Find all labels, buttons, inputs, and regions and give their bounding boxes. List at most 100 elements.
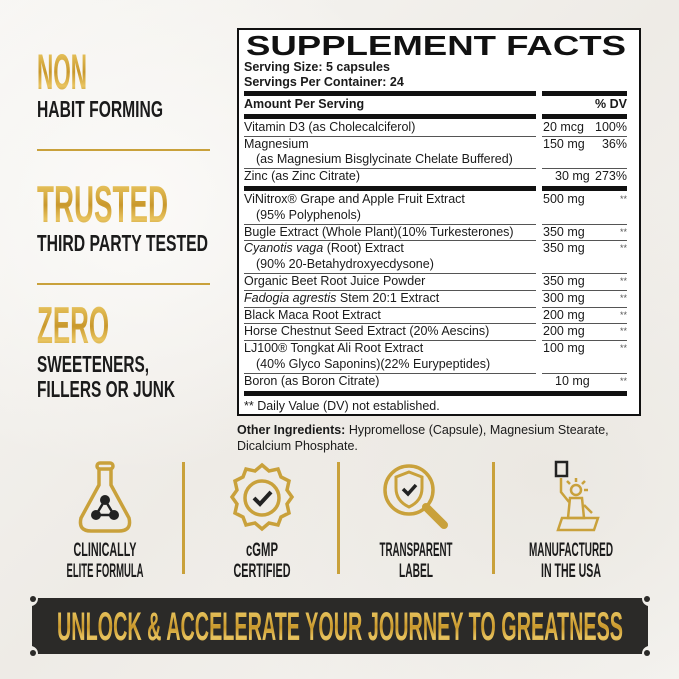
ingredient-name: LJ100® Tongkat Ali Root Extract (40% Glyc… (244, 341, 536, 374)
claim-sub: FILLERS OR JUNK (37, 376, 175, 402)
badge-label-line: IN THE USA (541, 561, 601, 581)
ingredient-amount: 350 mg (543, 273, 585, 288)
ingredient-label: Black Maca Root Extract (244, 307, 381, 322)
facts-table: Amount Per Serving % DV Vitamin D3 (as C… (244, 90, 631, 397)
facts-title-text: SUPPLEMENT FACTS (246, 30, 626, 60)
ingredient-label: Stem 20:1 Extract (336, 290, 440, 305)
ingredient-line: Organic Beet Root Juice Powder (244, 274, 536, 290)
ingredient-amount-cell: 150 mg 36% (542, 137, 627, 170)
ingredient-name: Black Maca Root Extract (244, 308, 536, 325)
badge-cgmp: cGMP CERTIFIED (187, 460, 337, 581)
ingredient-latin-name: Fadogia agrestis (244, 290, 337, 305)
ingredient-amount: 100 mg (543, 341, 585, 356)
claim-headline-text: ZERO (37, 297, 109, 355)
badge-label-line: cGMP (246, 540, 278, 561)
flask-icon (78, 461, 132, 533)
ingredient-label: Bugle Extract (Whole Plant)(10% Turkeste… (244, 224, 514, 239)
other-text: Hypromellose (Capsule), Magnesium Steara… (237, 423, 609, 453)
badge-clinically-elite: CLINICALLY ELITE FORMULA (30, 460, 180, 581)
ingredient-line: Black Maca Root Extract (244, 308, 536, 324)
ingredient-name: Horse Chestnut Seed Extract (20% Aescins… (244, 324, 536, 342)
thick-rule (244, 390, 627, 396)
ingredient-amount-cell: 350 mg ** (542, 225, 627, 242)
ingredient-amount: 150 mg (543, 136, 585, 151)
ingredient-amount-cell: 200 mg ** (542, 324, 627, 342)
ingredient-name: ViNitrox® Grape and Apple Fruit Extract(… (244, 192, 536, 225)
ingredient-amount: 500 mg (543, 191, 585, 206)
badge-label-line: MANUFACTURED (529, 540, 613, 561)
ingredient-amount-cell: 200 mg ** (542, 308, 627, 325)
ingredient-detail: (95% Polyphenols) (256, 207, 361, 222)
badge-usa: MANUFACTURED IN THE USA (496, 460, 646, 581)
ingredient-name: Bugle Extract (Whole Plant)(10% Turkeste… (244, 225, 536, 242)
ingredient-amount-cell: 350 mg ** (542, 241, 627, 274)
ingredient-dv: ** (619, 343, 627, 354)
ingredient-amount: 30 mg (555, 169, 590, 184)
badges-row: CLINICALLY ELITE FORMULA cGMP CERTIFIED TR… (0, 460, 679, 590)
badge-transparent: TRANSPARENT LABEL (341, 460, 491, 581)
ingredient-label: LJ100® Tongkat Ali Root Extract (244, 341, 424, 356)
ingredient-amount: 300 mg (543, 290, 585, 305)
claim-sub-text: SWEETENERS, (37, 351, 149, 377)
ingredient-line: Cyanotis vaga (Root) Extract (244, 241, 536, 257)
thick-rule (542, 91, 627, 96)
header-amount: Amount Per Serving (244, 97, 365, 111)
ingredient-label: Boron (as Boron Citrate) (244, 373, 380, 388)
ingredient-dv: 273% (595, 169, 627, 184)
claim-headline: NON (37, 44, 87, 100)
ingredient-amount: 200 mg (543, 324, 585, 339)
ingredient-label: ViNitrox® Grape and Apple Fruit Extract (244, 191, 465, 206)
badge-label-line: TRANSPARENT (380, 540, 453, 561)
claim-headline: ZERO (37, 297, 109, 355)
claim-sub-text: THIRD PARTY TESTED (37, 230, 208, 256)
banner: UNLOCK & ACCELERATE YOUR JOURNEY TO GREA… (28, 594, 652, 658)
facts-title: SUPPLEMENT FACTS (246, 30, 626, 60)
ingredient-amount: 350 mg (543, 224, 585, 239)
serving-size: Serving Size: 5 capsules (244, 60, 390, 74)
other-ingredients: Other Ingredients: Hypromellose (Capsule… (237, 422, 647, 454)
ingredient-amount-cell: 10 mg ** (542, 374, 627, 390)
claim-headline-text: NON (37, 44, 87, 100)
banner-text: UNLOCK & ACCELERATE YOUR JOURNEY TO GREA… (57, 605, 623, 649)
seal-check-icon (229, 462, 295, 532)
ingredient-detail: (as Magnesium Bisglycinate Chelate Buffe… (256, 152, 513, 167)
claim-headline-text: TRUSTED (37, 176, 168, 234)
ingredient-amount-cell: 500 mg ** (542, 192, 627, 225)
claim-sub: HABIT FORMING (37, 96, 163, 122)
ingredient-dv: ** (619, 309, 627, 320)
ingredient-label: (Root) Extract (323, 241, 404, 256)
ingredient-amount: 10 mg (555, 373, 590, 388)
ingredient-label: Magnesium (244, 136, 309, 151)
claims-column: NON HABIT FORMING TRUSTED THIRD PARTY TE… (37, 0, 217, 410)
statue-of-liberty-icon (554, 460, 600, 532)
ingredient-label: Horse Chestnut Seed Extract (20% Aescins… (244, 324, 490, 339)
badge-label-line: CERTIFIED (234, 561, 291, 581)
claim-headline: TRUSTED (37, 176, 168, 234)
claim-sub-text: FILLERS OR JUNK (37, 376, 175, 402)
ingredient-dv: ** (619, 292, 627, 303)
ingredient-line: Zinc (as Zinc Citrate) (244, 169, 536, 185)
ingredient-amount: 350 mg (543, 241, 585, 256)
ingredient-amount-cell: 20 mcg 100% (542, 120, 627, 137)
other-label: Other Ingredients: (237, 423, 346, 437)
ingredient-dv: 100% (595, 119, 627, 134)
ingredient-line: Bugle Extract (Whole Plant)(10% Turkeste… (244, 225, 536, 241)
ingredient-latin-name: Cyanotis vaga (244, 241, 324, 256)
ingredient-amount-cell: 30 mg 273% (542, 169, 627, 185)
badge-label-line: LABEL (399, 561, 433, 581)
ingredient-name: Magnesium (as Magnesium Bisglycinate Chel… (244, 137, 536, 170)
ingredient-amount-cell: 100 mg ** (542, 341, 627, 374)
header-dv: % DV (595, 97, 627, 111)
badge-label-line: ELITE FORMULA (67, 561, 144, 581)
ingredient-name: Organic Beet Root Juice Powder (244, 274, 536, 291)
ingredient-name: Fadogia agrestis Stem 20:1 Extract (244, 291, 536, 308)
ingredient-dv: ** (619, 375, 627, 386)
ingredient-amount: 200 mg (543, 307, 585, 322)
divider (182, 462, 185, 574)
ingredient-name: Cyanotis vaga (Root) Extract (90% 20-Beta… (244, 241, 536, 274)
ingredient-line: ViNitrox® Grape and Apple Fruit Extract (244, 192, 536, 208)
